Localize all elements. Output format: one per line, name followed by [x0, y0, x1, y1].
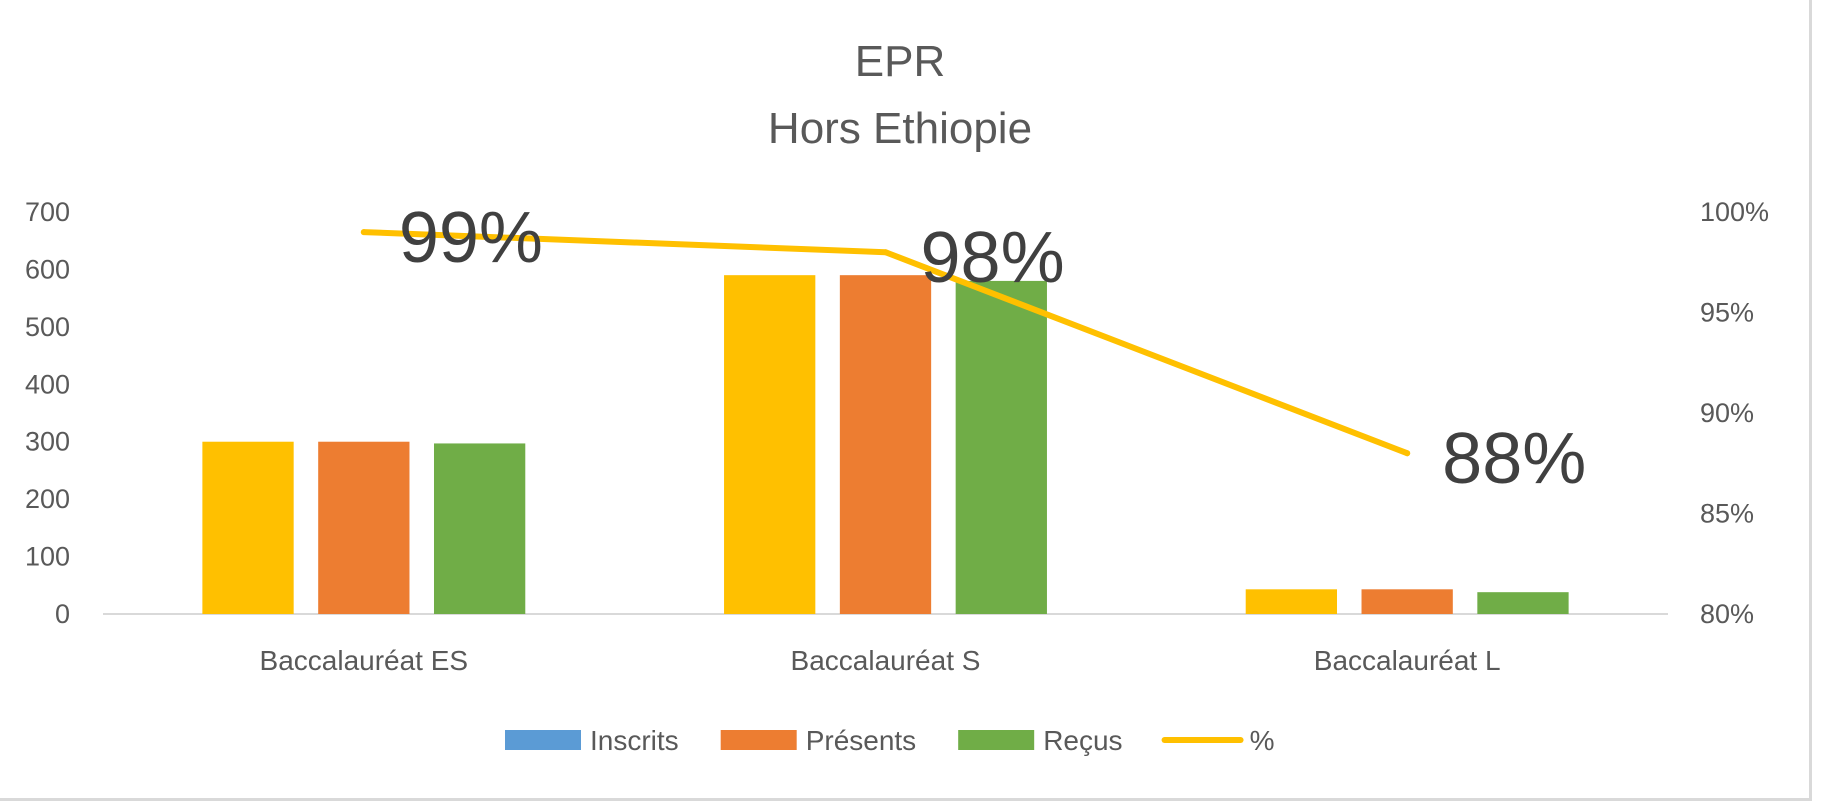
category-label: Baccalauréat L: [1314, 645, 1501, 676]
legend: Inscrits Présents Reçus%: [505, 725, 1274, 756]
category-label: Baccalauréat ES: [260, 645, 469, 676]
left-axis-tick: 200: [25, 484, 70, 514]
legend-item-percent: %: [1161, 725, 1275, 756]
bar-re-us-2: [1477, 592, 1569, 614]
category-labels: Baccalauréat ES Baccalauréat S Baccalauréa…: [260, 645, 1501, 676]
legend-label: Inscrits: [590, 725, 679, 756]
bars: [202, 275, 1569, 614]
left-axis-tick: 700: [25, 197, 70, 227]
bar-pr-sents-1: [839, 275, 932, 614]
percent-data-label: 99%: [399, 198, 543, 278]
legend-item-inscrits: Inscrits: [505, 725, 679, 756]
legend-item-pr-sents: Présents: [720, 725, 917, 756]
percent-data-label: 98%: [921, 218, 1065, 298]
left-axis-tick: 300: [25, 427, 70, 457]
left-axis-tick: 0: [55, 599, 70, 629]
bar-re-us-1: [955, 280, 1047, 614]
percent-point: [1404, 450, 1411, 457]
percent-data-label: 88%: [1442, 419, 1586, 499]
percent-line-series: 99% 98% 88%: [360, 198, 1586, 499]
bar-inscrits-0: [202, 441, 294, 614]
percent-point: [882, 249, 889, 256]
bar-re-us-0: [433, 443, 526, 614]
right-axis-tick: 80%: [1700, 599, 1754, 629]
bar-inscrits-2: [1245, 589, 1338, 614]
legend-label: Reçus: [1043, 725, 1122, 756]
right-axis: 80% 85% 90% 95% 100%: [1700, 197, 1769, 629]
bar-pr-sents-0: [318, 441, 410, 614]
legend-swatch: [720, 730, 797, 750]
chart-subtitle: Hors Ethiopie: [768, 104, 1032, 153]
legend-label: Présents: [806, 725, 917, 756]
percent-point: [360, 229, 367, 236]
chart-title: EPR: [855, 37, 945, 86]
legend-item-re-us: Reçus: [958, 725, 1123, 756]
bar-inscrits-1: [724, 275, 816, 614]
left-axis: 0 100 200 300 400 500 600 700: [25, 197, 70, 629]
right-axis-tick: 95%: [1700, 298, 1754, 328]
left-axis-tick: 400: [25, 369, 70, 399]
left-axis-tick: 500: [25, 312, 70, 342]
category-label: Baccalauréat S: [791, 645, 981, 676]
left-axis-tick: 100: [25, 542, 70, 572]
legend-swatch: [505, 730, 581, 750]
right-axis-tick: 85%: [1700, 499, 1754, 529]
legend-swatch: [958, 730, 1035, 750]
right-axis-tick: 100%: [1700, 197, 1769, 227]
left-axis-tick: 600: [25, 254, 70, 284]
right-axis-tick: 90%: [1700, 398, 1754, 428]
bar-pr-sents-2: [1361, 589, 1453, 614]
legend-label: %: [1250, 725, 1275, 756]
